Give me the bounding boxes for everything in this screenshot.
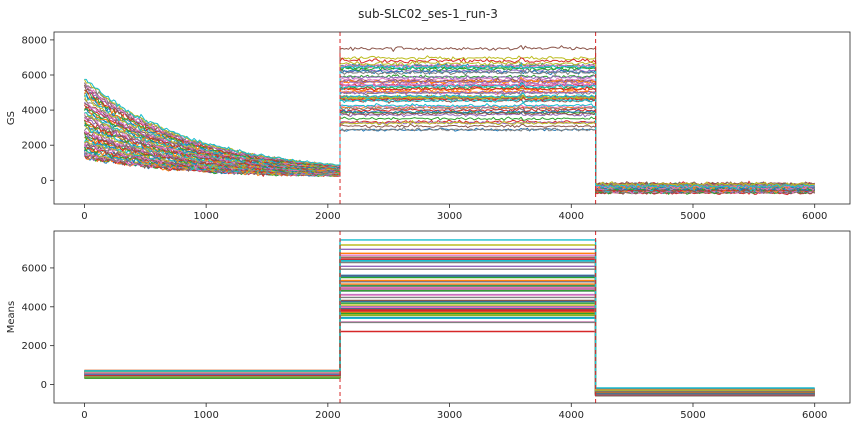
series-line: [84, 63, 815, 190]
x-tick-label: 5000: [680, 410, 705, 421]
x-tick-label: 6000: [802, 211, 827, 222]
x-tick-label: 3000: [437, 211, 462, 222]
series-line: [84, 77, 816, 191]
series-line: [84, 302, 815, 395]
y-axis-label: Means: [6, 301, 17, 333]
x-tick-label: 1000: [193, 211, 218, 222]
x-tick-label: 1000: [193, 410, 218, 421]
series-line: [84, 317, 815, 396]
x-tick-label: 2000: [315, 211, 340, 222]
series-line: [84, 79, 816, 191]
series-line: [84, 306, 815, 393]
axes-frame: [53, 230, 851, 404]
y-axis-label: GS: [6, 111, 17, 125]
series-group: [83, 45, 816, 196]
series-line: [84, 69, 815, 191]
series-line: [84, 330, 815, 396]
series-line: [84, 314, 815, 394]
series-line: [84, 311, 815, 394]
series-line: [84, 313, 815, 394]
series-line: [84, 321, 815, 394]
series-line: [84, 307, 815, 394]
x-tick-label: 5000: [680, 211, 705, 222]
y-tick-label: 0: [41, 380, 47, 391]
series-line: [84, 239, 815, 389]
series-line: [84, 317, 815, 396]
series-line: [84, 317, 815, 394]
axes-frame: [53, 31, 851, 205]
series-line: [84, 314, 815, 397]
series-line: [84, 307, 815, 395]
x-tick-label: 0: [81, 410, 87, 421]
y-tick-label: 6000: [22, 263, 47, 274]
series-line: [84, 310, 815, 396]
series-line: [84, 312, 815, 395]
series-line: [84, 89, 815, 190]
x-tick-label: 0: [81, 211, 87, 222]
series-line: [84, 321, 815, 395]
figure-title: sub-SLC02_ses-1_run-3: [358, 7, 498, 21]
means-panel: 0 1000 2000 3000 4000 5000 6000 0 2000 4000 6000 Me…: [6, 230, 851, 421]
y-tick-label: 4000: [22, 302, 47, 313]
series-group: [84, 239, 815, 397]
series-line: [83, 120, 815, 194]
x-tick-label: 4000: [559, 211, 584, 222]
x-tick-label: 3000: [437, 410, 462, 421]
series-line: [83, 60, 815, 188]
y-tick-label: 2000: [22, 141, 47, 152]
x-tick-label: 6000: [802, 410, 827, 421]
series-line: [84, 63, 816, 189]
y-tick-label: 6000: [22, 71, 47, 82]
series-line: [84, 305, 815, 397]
y-tick-label: 2000: [22, 341, 47, 352]
series-line: [83, 76, 815, 191]
x-tick-label: 2000: [315, 410, 340, 421]
y-tick-label: 8000: [22, 35, 47, 46]
y-tick-label: 0: [41, 176, 47, 187]
gs-panel: 0 1000 2000 3000 4000 5000 6000 0 2000 4000 6000 80…: [6, 31, 851, 222]
y-tick-label: 4000: [22, 106, 47, 117]
x-tick-label: 4000: [559, 410, 584, 421]
